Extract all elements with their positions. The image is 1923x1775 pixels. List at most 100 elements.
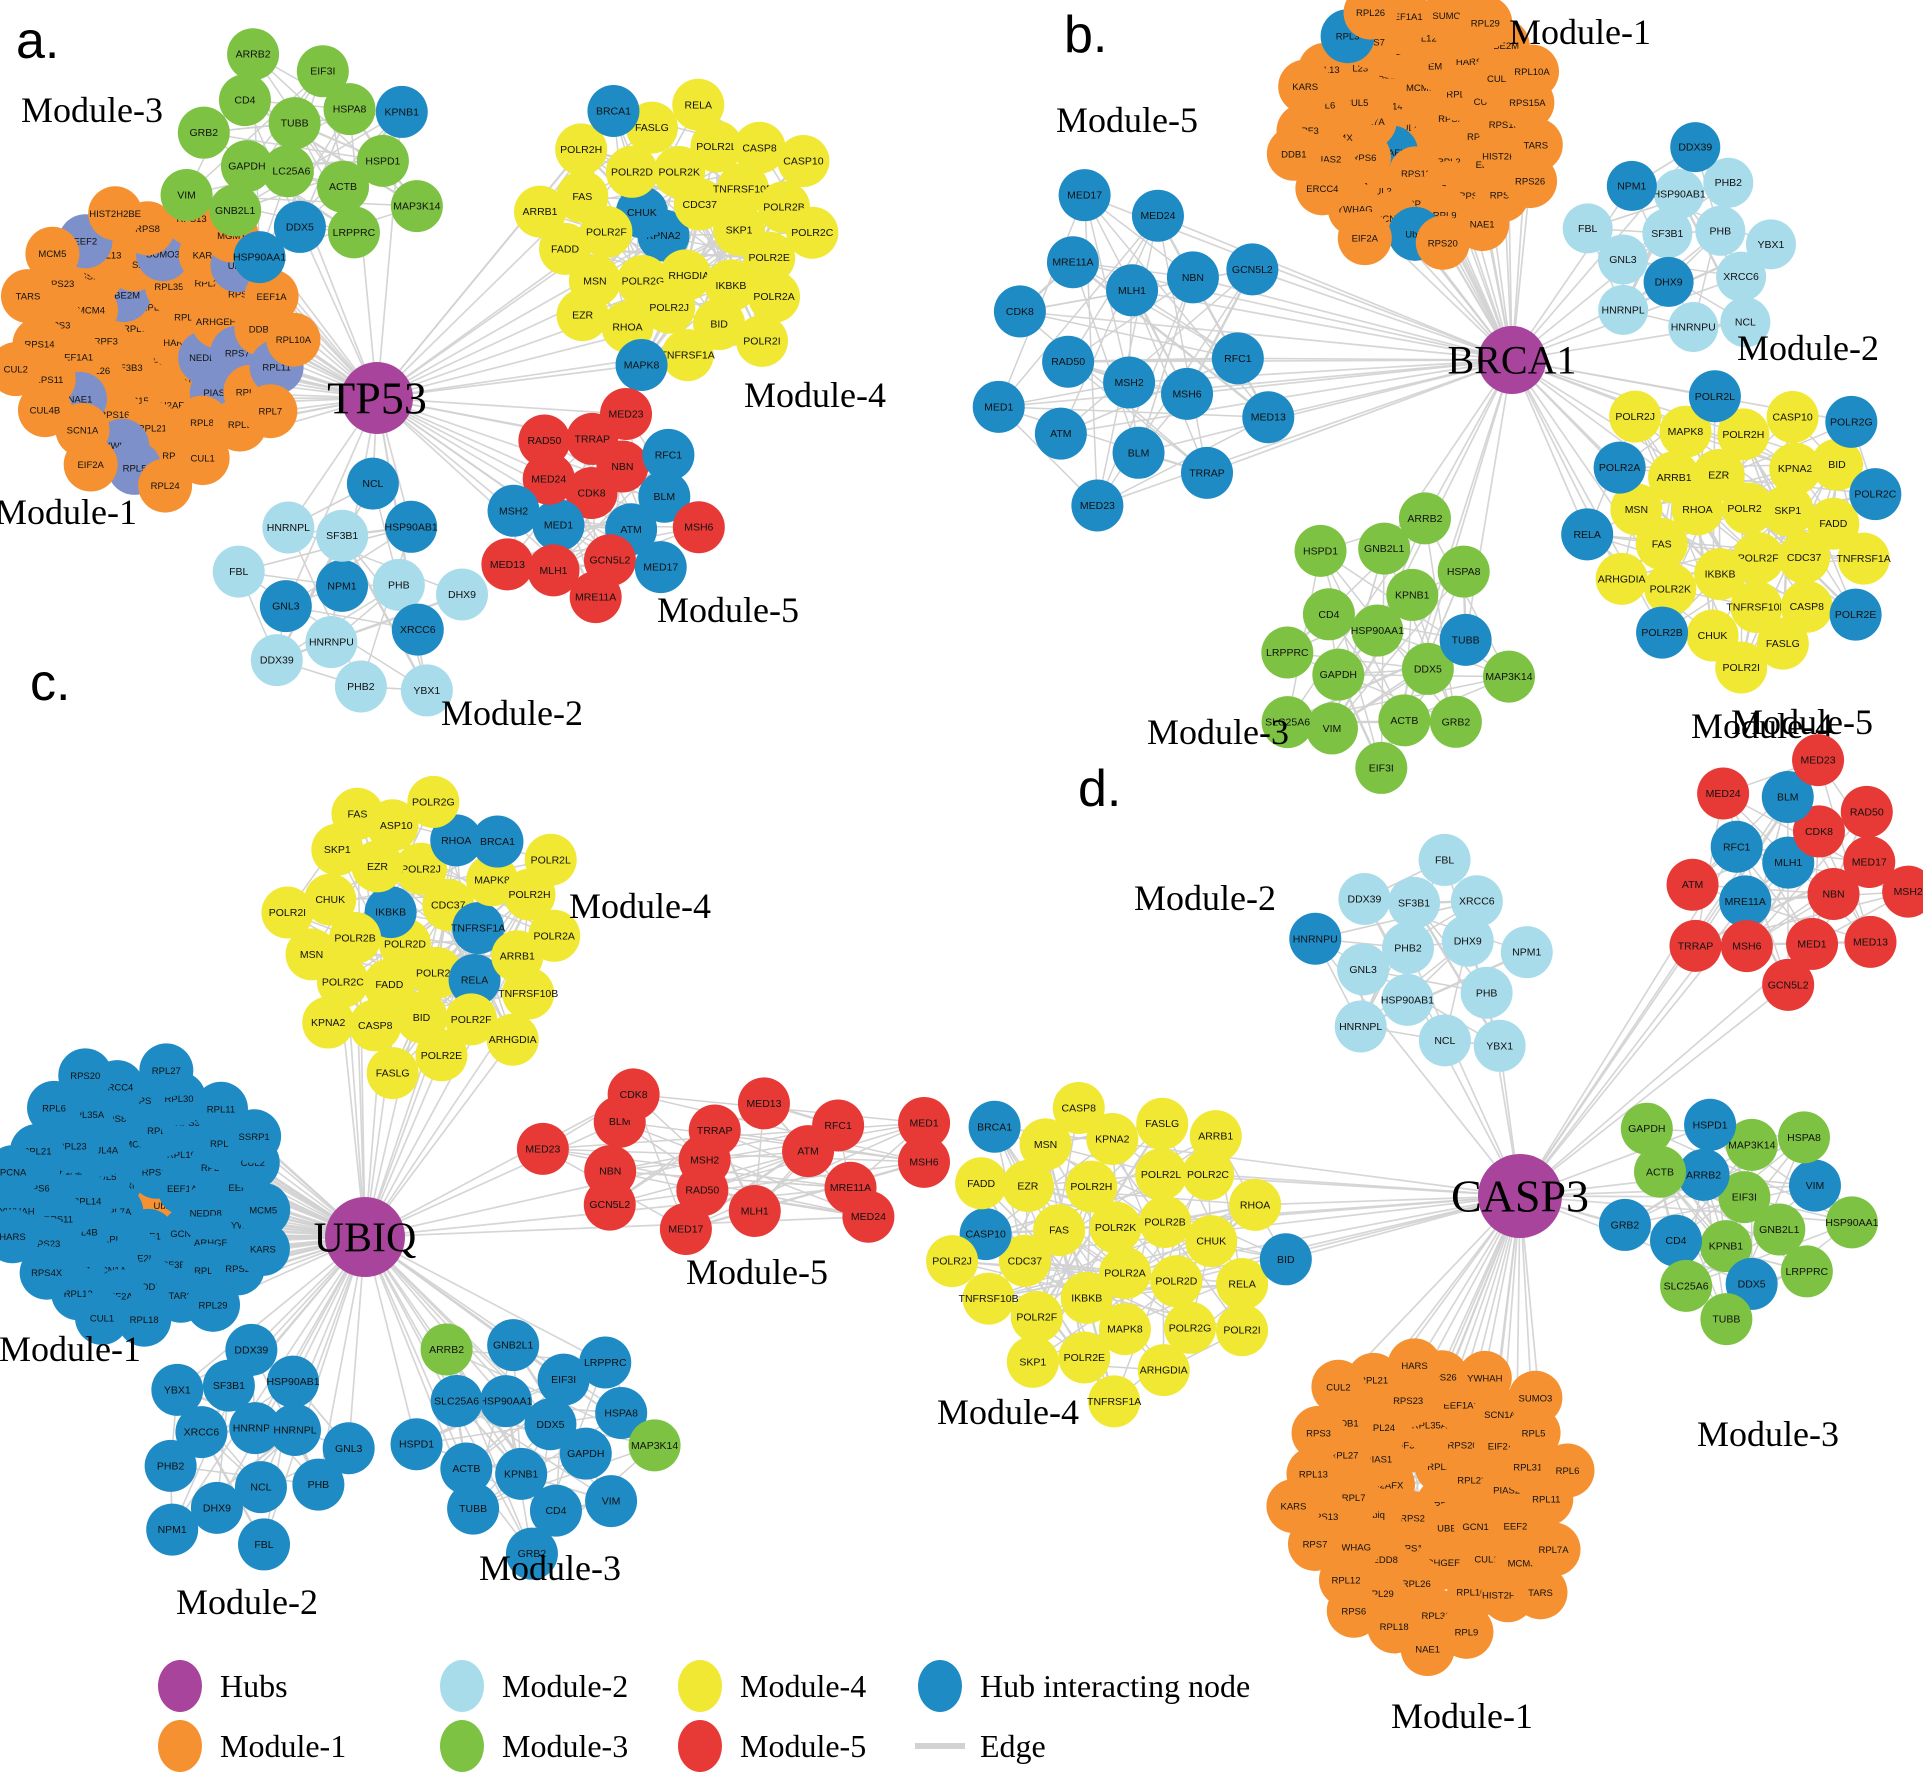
node-circle [1716,251,1767,302]
node-label: RPL24 [102,1234,131,1245]
node-GRB2: GRB2 [505,1527,558,1580]
node-label: HNRNPU [1671,322,1716,334]
edge [1060,215,1159,434]
node-label: MAP3K14 [631,1440,678,1452]
node-label: MED1 [1797,938,1826,950]
node-label: ARRB2 [236,49,271,61]
node-label: MSH6 [684,522,713,534]
node-FADD: FADD [1807,497,1860,550]
node-label: MSH6 [909,1156,938,1168]
node-HSP90AA1: HSP90AA1 [1825,1196,1879,1249]
node-label: RPL21 [1359,1375,1388,1386]
node-circle [972,380,1025,433]
node-circle [1294,524,1347,577]
node-circle [1164,1301,1217,1354]
node-circle [334,660,387,713]
edge [998,406,1208,474]
panel-letter-b: b. [1064,6,1107,64]
node-label: RPL7 [210,1139,234,1150]
node-label: BRCA1 [596,106,631,118]
node-label: HIST2H2BE [1482,1591,1534,1602]
module-label-b: Module-3 [1147,712,1289,752]
node-circle [0,1145,41,1200]
node-label: TRRAP [697,1125,733,1137]
node-circle [1753,1203,1806,1256]
node-RHOA: RHOA [1229,1178,1282,1231]
node-MED1: MED1 [972,380,1025,433]
node-circle [1071,479,1124,532]
node-TNFRSF10B: TNFRSF10B [498,967,558,1020]
node-CD4: CD4 [1650,1214,1703,1267]
node-RFC1: RFC1 [1211,332,1264,385]
node-MAP3K14: MAP3K14 [1482,650,1535,703]
node-circle [748,270,801,323]
node-label: HSP90AA1 [233,252,286,264]
node-label: CUL4B [30,406,61,417]
node-label: YWHAH [1467,1373,1503,1384]
node-label: RPL31 [194,1266,223,1277]
node-circle [1441,914,1494,967]
node-POLR2E: POLR2E [743,231,796,284]
node-label: TUBB [1452,634,1480,646]
node-SF3B1: SF3B1 [1642,208,1693,259]
node-label: POLR2I [743,335,780,347]
node-circle [407,775,460,828]
node-circle [349,999,402,1052]
labels: Module-1 Module-3 Module-4 Module-2 Module-5 [0,90,886,733]
node-RPS20: RPS20 [1415,215,1470,270]
node-LRPPRC: LRPPRC [579,1336,632,1389]
node-circle [1620,1102,1673,1155]
node-KARS: KARS [235,1221,290,1276]
edge [998,215,1159,408]
node-XRCC6: XRCC6 [391,603,444,656]
node-label: PHB [1710,225,1732,237]
node-HSP90AA1: HSP90AA1 [479,1375,533,1428]
node-label: RELA [685,99,712,111]
module-label-c: Module-3 [479,1548,621,1588]
panel-letter-c: c. [30,654,70,712]
node-label: RPS6 [25,1183,50,1194]
node-label: POLR2J [1615,411,1655,423]
node-NCL: NCL [234,1461,287,1514]
node-GRB2: GRB2 [1429,695,1482,748]
node-circle [487,1319,540,1372]
node-FADD: FADD [539,222,592,275]
node-circle [58,1048,113,1103]
node-MED13: MED13 [1844,915,1897,968]
node-label: EZR [572,310,593,322]
node-label: RPS8 [1490,191,1515,202]
node-label: FASLG [1145,1118,1179,1130]
node-circle [1266,1479,1321,1534]
node-label: FAS [348,808,368,820]
node-label: RPL5 [123,463,147,474]
node-FASLG: FASLG [1136,1097,1189,1150]
node-label: SF3B3 [1397,1441,1426,1452]
node-circle [1668,302,1719,353]
node-label: RPL24 [151,481,180,492]
node-circle [777,134,830,187]
node-label: RELA [1228,1278,1255,1290]
node-label: CDK8 [1006,306,1034,318]
node-TARS: TARS [1513,1565,1568,1620]
node-label: POLR2C [322,976,364,988]
node-label: FBL [254,1539,273,1551]
node-circle [146,1503,199,1556]
node-circle [587,85,640,138]
node-label: RPL14 [174,313,203,324]
node-label: HSP90AB1 [1653,188,1706,200]
node-label: TNFRSF10B [713,183,773,195]
node-TUBB: TUBB [1700,1293,1753,1346]
node-label: CDC37 [1787,552,1822,564]
hub-tp53: TP53 [327,362,427,434]
node-HNRNPU: HNRNPU [229,1402,282,1455]
node-circle [151,1363,204,1416]
node-circle [1429,695,1482,748]
legend-label: Module-4 [740,1668,866,1704]
node-NPM1: NPM1 [146,1503,199,1556]
node-label: RPL14 [72,1196,101,1207]
node-label: POLR2D [384,939,426,951]
node-circle [1216,1257,1269,1310]
node-MED13: MED13 [737,1077,790,1130]
node-label: FBL [1578,223,1597,235]
node-label: RAD50 [527,435,561,447]
